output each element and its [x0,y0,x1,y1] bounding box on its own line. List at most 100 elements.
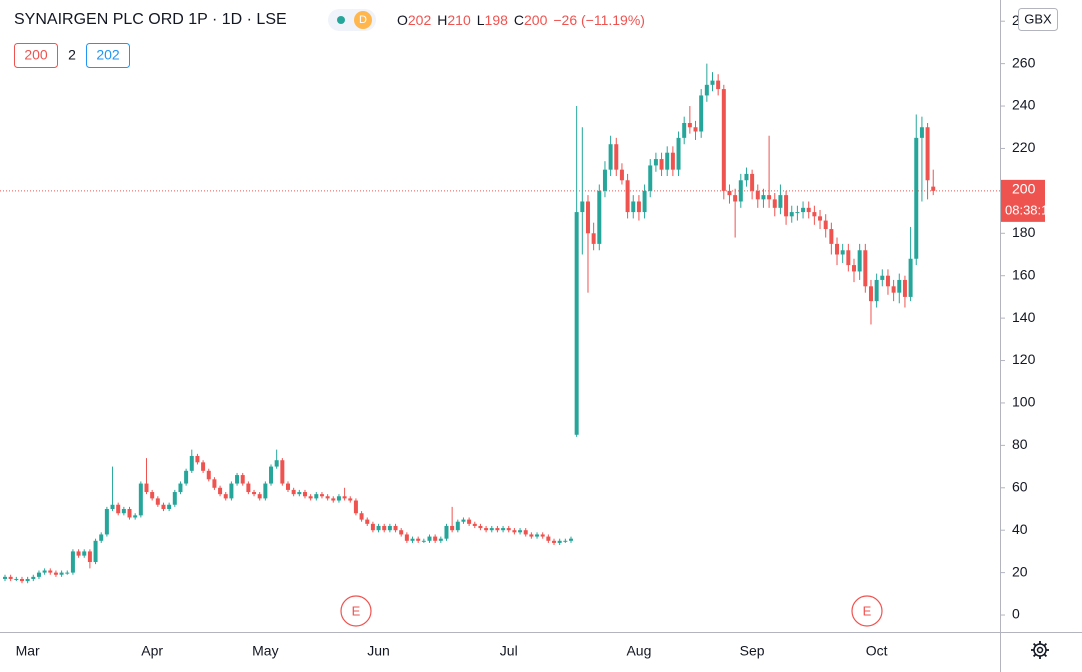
x-tick-label: Oct [866,643,888,659]
candle-body [557,540,562,543]
x-tick-label: Aug [626,643,651,659]
candle-body [767,195,772,200]
candle-body [31,576,36,579]
candle-body [308,496,313,499]
candle-body [353,500,358,514]
candle-body [167,504,172,509]
candle-body [229,483,234,499]
candle-body [631,201,636,213]
candle-body [789,212,794,217]
bid-box[interactable] [14,43,58,68]
candle-body [8,576,13,579]
candle-body [263,483,268,499]
candle-body [812,212,817,217]
candle-body [925,127,930,181]
candle-body [116,504,121,514]
price-axis: 020406080100120140160180200220240260280G… [1000,8,1058,622]
earnings-label: E [352,603,361,618]
low-label: L [477,12,485,28]
last-price-box [1001,179,1045,222]
close-value: 200 [524,12,548,28]
x-tick-label: Jun [367,643,390,659]
candle-body [716,80,721,90]
candle-body [393,525,398,531]
candle-body [172,492,177,505]
candle-body [653,159,658,166]
time-axis: Mar Apr May Jun Jul Aug Sep Oct [16,643,888,659]
open-label: O [397,12,408,28]
delayed-badge-text: D [359,14,367,26]
candle-body [359,513,364,520]
candle-body [529,534,534,537]
candle-body [19,578,24,582]
countdown-label: 08:38:17 [1005,202,1056,217]
y-tick-label: 100 [1012,394,1036,410]
candle-body [914,137,919,259]
candle-body [665,152,670,170]
earnings-label: E [863,603,872,618]
candle-body [14,578,19,580]
candle-body [484,528,489,531]
candle-body [699,95,704,132]
bid-value: 200 [24,47,48,63]
candle-body [852,265,856,272]
candle-body [495,528,500,531]
candle-body [195,455,200,463]
candle-body [704,84,709,96]
candle-body [540,534,545,537]
candle-body [489,528,494,531]
candle-body [784,195,789,217]
y-tick-label: 40 [1012,521,1028,537]
candle-body [755,190,760,200]
earnings-marker[interactable] [851,595,883,627]
y-tick-label: 220 [1012,139,1036,155]
candle-body [382,525,387,531]
x-tick-label: Jul [500,643,518,659]
candle-body [286,483,290,490]
candle-body [59,572,64,575]
ask-box[interactable] [86,43,130,68]
candle-body [444,525,449,539]
candle-body [840,250,845,255]
candle-body [461,519,466,522]
market-open-dot [337,16,345,24]
candle-body [897,279,902,293]
y-tick-label: 20 [1012,563,1028,579]
candle-body [257,494,262,499]
candle-body [93,540,98,563]
candle-body [676,137,681,170]
currency-box[interactable] [1018,8,1058,31]
candle-body [546,536,551,541]
candle-body [863,250,868,287]
candle-body [319,494,324,497]
y-tick-label: 0 [1012,606,1020,622]
candle-body [455,521,460,531]
candle-body [874,279,879,302]
candle-body [868,286,873,302]
settings-icon[interactable] [1031,641,1049,659]
earnings-marker[interactable] [340,595,372,627]
candle-body [614,144,619,170]
candle-body [563,540,568,542]
candle-body [778,195,783,208]
candle-body [314,494,319,499]
candle-body [184,470,189,484]
spread-value: 2 [68,47,76,63]
low-value: 198 [485,12,509,28]
candle-body [252,492,257,495]
candle-body [574,212,579,435]
candle-body [87,551,92,563]
candle-body [682,123,687,138]
candle-body [880,275,885,280]
candle-body [178,483,183,493]
candle-body [99,534,104,541]
candle-body [365,519,370,524]
candle-body [636,201,641,213]
candle-body [348,498,353,501]
candle-body [795,212,800,214]
candle-body [331,498,336,501]
candle-body [761,195,766,200]
candle-body [738,180,743,202]
y-tick-label: 180 [1012,224,1036,240]
